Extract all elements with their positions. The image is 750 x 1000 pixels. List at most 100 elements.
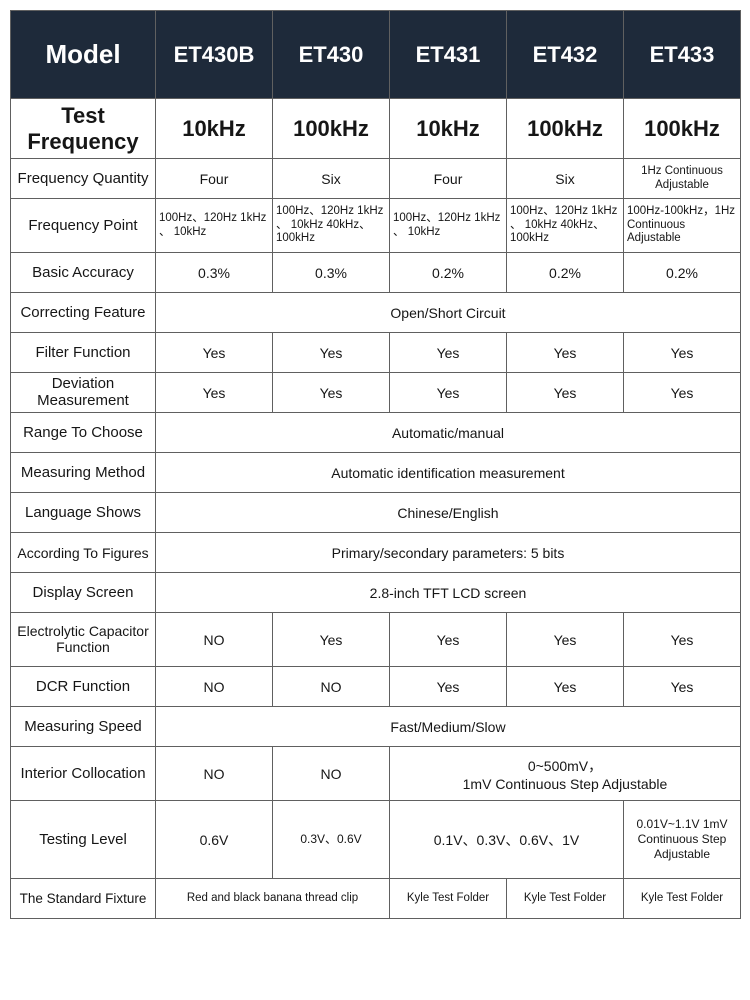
header-model: Model <box>11 11 156 99</box>
label-freq-quantity: Frequency Quantity <box>11 159 156 199</box>
label-freq-point: Frequency Point <box>11 199 156 253</box>
header-col-4: ET433 <box>624 11 741 99</box>
val-filter-1: Yes <box>273 333 390 373</box>
val-basic-accuracy-1: 0.3% <box>273 253 390 293</box>
val-test-frequency-3: 100kHz <box>507 99 624 159</box>
label-correcting: Correcting Feature <box>11 293 156 333</box>
label-figures: According To Figures <box>11 533 156 573</box>
val-testing-level-mid: 0.1V、0.3V、0.6V、1V <box>390 801 624 879</box>
label-interior: Interior Collocation <box>11 747 156 801</box>
val-freq-quantity-4: 1Hz Continuous Adjustable <box>624 159 741 199</box>
val-filter-3: Yes <box>507 333 624 373</box>
label-testing-level: Testing Level <box>11 801 156 879</box>
row-filter: Filter Function Yes Yes Yes Yes Yes <box>11 333 741 373</box>
val-electrolytic-4: Yes <box>624 613 741 667</box>
label-filter: Filter Function <box>11 333 156 373</box>
row-basic-accuracy: Basic Accuracy 0.3% 0.3% 0.2% 0.2% 0.2% <box>11 253 741 293</box>
row-interior: Interior Collocation NO NO 0~500mV， 1mV … <box>11 747 741 801</box>
label-electrolytic: Electrolytic Capacitor Function <box>11 613 156 667</box>
val-language: Chinese/English <box>156 493 741 533</box>
row-method: Measuring Method Automatic identificatio… <box>11 453 741 493</box>
header-col-1: ET430 <box>273 11 390 99</box>
val-freq-quantity-0: Four <box>156 159 273 199</box>
spec-table-container: Model ET430B ET430 ET431 ET432 ET433 Tes… <box>0 0 750 929</box>
val-testing-level-1: 0.3V、0.6V <box>273 801 390 879</box>
label-deviation: Deviation Measurement <box>11 373 156 413</box>
spec-table: Model ET430B ET430 ET431 ET432 ET433 Tes… <box>10 10 741 919</box>
val-deviation-0: Yes <box>156 373 273 413</box>
val-freq-point-3: 100Hz、120Hz 1kHz 、 10kHz 40kHz、 100kHz <box>507 199 624 253</box>
val-test-frequency-1: 100kHz <box>273 99 390 159</box>
header-col-2: ET431 <box>390 11 507 99</box>
val-basic-accuracy-3: 0.2% <box>507 253 624 293</box>
val-freq-quantity-3: Six <box>507 159 624 199</box>
row-figures: According To Figures Primary/secondary p… <box>11 533 741 573</box>
val-fixture-1: Kyle Test Folder <box>390 879 507 919</box>
row-fixture: The Standard Fixture Red and black banan… <box>11 879 741 919</box>
val-basic-accuracy-0: 0.3% <box>156 253 273 293</box>
row-range: Range To Choose Automatic/manual <box>11 413 741 453</box>
val-dcr-3: Yes <box>507 667 624 707</box>
header-col-3: ET432 <box>507 11 624 99</box>
label-basic-accuracy: Basic Accuracy <box>11 253 156 293</box>
row-language: Language Shows Chinese/English <box>11 493 741 533</box>
val-testing-level-0: 0.6V <box>156 801 273 879</box>
val-dcr-1: NO <box>273 667 390 707</box>
val-freq-point-2: 100Hz、120Hz 1kHz 、 10kHz <box>390 199 507 253</box>
val-freq-point-0: 100Hz、120Hz 1kHz 、 10kHz <box>156 199 273 253</box>
row-freq-point: Frequency Point 100Hz、120Hz 1kHz 、 10kHz… <box>11 199 741 253</box>
val-testing-level-4: 0.01V~1.1V 1mV Continuous Step Adjustabl… <box>624 801 741 879</box>
val-correcting: Open/Short Circuit <box>156 293 741 333</box>
val-fixture-first: Red and black banana thread clip <box>156 879 390 919</box>
row-correcting: Correcting Feature Open/Short Circuit <box>11 293 741 333</box>
val-deviation-1: Yes <box>273 373 390 413</box>
label-dcr: DCR Function <box>11 667 156 707</box>
header-row: Model ET430B ET430 ET431 ET432 ET433 <box>11 11 741 99</box>
label-display: Display Screen <box>11 573 156 613</box>
val-basic-accuracy-2: 0.2% <box>390 253 507 293</box>
header-col-0: ET430B <box>156 11 273 99</box>
label-method: Measuring Method <box>11 453 156 493</box>
val-electrolytic-2: Yes <box>390 613 507 667</box>
val-electrolytic-3: Yes <box>507 613 624 667</box>
val-freq-point-1: 100Hz、120Hz 1kHz 、 10kHz 40kHz、 100kHz <box>273 199 390 253</box>
val-filter-2: Yes <box>390 333 507 373</box>
row-electrolytic: Electrolytic Capacitor Function NO Yes Y… <box>11 613 741 667</box>
row-testing-level: Testing Level 0.6V 0.3V、0.6V 0.1V、0.3V、0… <box>11 801 741 879</box>
val-dcr-2: Yes <box>390 667 507 707</box>
label-range: Range To Choose <box>11 413 156 453</box>
val-dcr-0: NO <box>156 667 273 707</box>
val-deviation-3: Yes <box>507 373 624 413</box>
val-interior-right: 0~500mV， 1mV Continuous Step Adjustable <box>390 747 741 801</box>
val-interior-1: NO <box>273 747 390 801</box>
label-fixture: The Standard Fixture <box>11 879 156 919</box>
val-test-frequency-4: 100kHz <box>624 99 741 159</box>
val-freq-quantity-2: Four <box>390 159 507 199</box>
val-display: 2.8-inch TFT LCD screen <box>156 573 741 613</box>
val-filter-0: Yes <box>156 333 273 373</box>
val-electrolytic-1: Yes <box>273 613 390 667</box>
val-figures: Primary/secondary parameters: 5 bits <box>156 533 741 573</box>
label-test-frequency: Test Frequency <box>11 99 156 159</box>
row-test-frequency: Test Frequency 10kHz 100kHz 10kHz 100kHz… <box>11 99 741 159</box>
val-deviation-2: Yes <box>390 373 507 413</box>
val-fixture-3: Kyle Test Folder <box>624 879 741 919</box>
val-method: Automatic identification measurement <box>156 453 741 493</box>
val-freq-point-4: 100Hz-100kHz，1Hz Continuous Adjustable <box>624 199 741 253</box>
val-dcr-4: Yes <box>624 667 741 707</box>
val-filter-4: Yes <box>624 333 741 373</box>
label-language: Language Shows <box>11 493 156 533</box>
row-display: Display Screen 2.8-inch TFT LCD screen <box>11 573 741 613</box>
row-freq-quantity: Frequency Quantity Four Six Four Six 1Hz… <box>11 159 741 199</box>
val-deviation-4: Yes <box>624 373 741 413</box>
row-dcr: DCR Function NO NO Yes Yes Yes <box>11 667 741 707</box>
val-interior-0: NO <box>156 747 273 801</box>
val-test-frequency-0: 10kHz <box>156 99 273 159</box>
val-freq-quantity-1: Six <box>273 159 390 199</box>
label-speed: Measuring Speed <box>11 707 156 747</box>
val-basic-accuracy-4: 0.2% <box>624 253 741 293</box>
val-electrolytic-0: NO <box>156 613 273 667</box>
row-speed: Measuring Speed Fast/Medium/Slow <box>11 707 741 747</box>
row-deviation: Deviation Measurement Yes Yes Yes Yes Ye… <box>11 373 741 413</box>
val-test-frequency-2: 10kHz <box>390 99 507 159</box>
